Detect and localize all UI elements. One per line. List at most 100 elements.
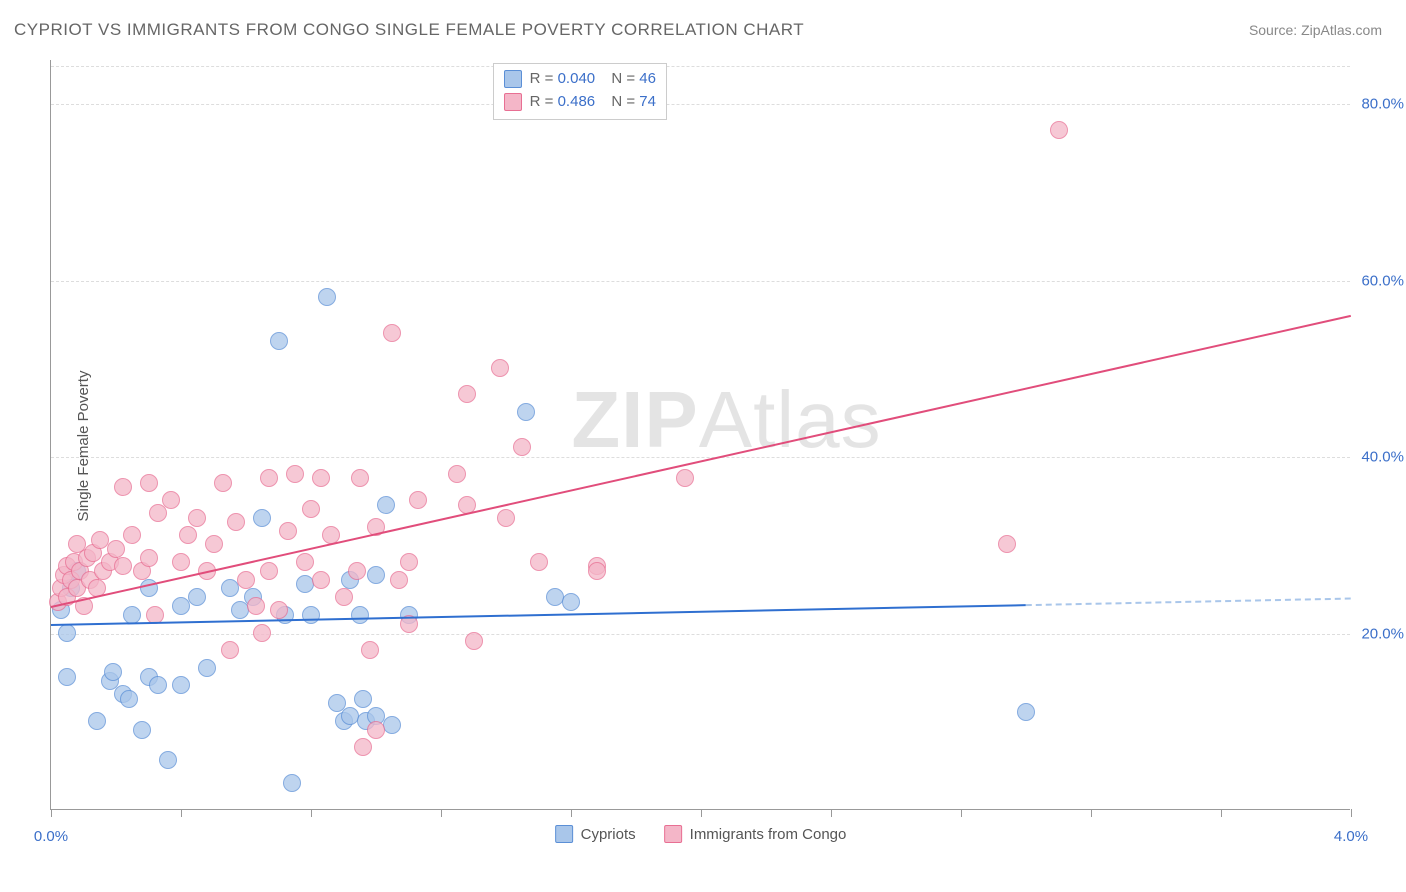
scatter-point [1017,703,1035,721]
scatter-point [400,553,418,571]
scatter-point [318,288,336,306]
scatter-point [162,491,180,509]
scatter-point [221,641,239,659]
watermark-bold: ZIP [571,375,698,464]
y-tick-label: 20.0% [1354,625,1404,642]
scatter-point [260,562,278,580]
scatter-point [377,496,395,514]
scatter-plot: ZIPAtlas 20.0%40.0%60.0%80.0%0.0%4.0%R =… [50,60,1350,810]
x-tick [831,809,832,817]
scatter-point [149,676,167,694]
scatter-point [188,509,206,527]
scatter-point [588,562,606,580]
scatter-point [270,332,288,350]
scatter-point [172,553,190,571]
scatter-point [497,509,515,527]
x-tick [311,809,312,817]
x-tick [441,809,442,817]
scatter-point [214,474,232,492]
watermark: ZIPAtlas [571,374,881,466]
source-prefix: Source: [1249,22,1301,38]
series-legend: Cypriots Immigrants from Congo [555,825,847,843]
scatter-point [123,526,141,544]
series-swatch [555,825,573,843]
scatter-point [283,774,301,792]
gridline [51,281,1350,282]
scatter-point [296,553,314,571]
x-tick [1351,809,1352,817]
scatter-point [361,641,379,659]
legend-item: Cypriots [555,825,636,843]
scatter-point [513,438,531,456]
x-tick [701,809,702,817]
scatter-point [351,606,369,624]
series-swatch [504,70,522,88]
scatter-point [179,526,197,544]
series-swatch [504,93,522,111]
source-credit: Source: ZipAtlas.com [1249,22,1382,38]
scatter-point [88,712,106,730]
scatter-point [188,588,206,606]
x-tick-label: 0.0% [34,828,68,845]
scatter-point [517,403,535,421]
stat-row: R = 0.486 N = 74 [504,91,656,114]
scatter-point [91,531,109,549]
scatter-point [279,522,297,540]
scatter-point [237,571,255,589]
scatter-point [546,588,564,606]
scatter-point [107,540,125,558]
chart-title: CYPRIOT VS IMMIGRANTS FROM CONGO SINGLE … [14,20,804,40]
scatter-point [221,579,239,597]
scatter-point [348,562,366,580]
scatter-point [367,566,385,584]
scatter-point [367,721,385,739]
legend-label: Cypriots [581,826,636,843]
legend-item: Immigrants from Congo [664,825,847,843]
scatter-point [247,597,265,615]
scatter-point [448,465,466,483]
source-link[interactable]: ZipAtlas.com [1301,22,1382,38]
scatter-point [172,597,190,615]
scatter-point [351,469,369,487]
y-tick-label: 80.0% [1354,96,1404,113]
scatter-point [253,509,271,527]
scatter-point [302,500,320,518]
stat-row: R = 0.040 N = 46 [504,68,656,91]
scatter-point [312,571,330,589]
scatter-point [341,707,359,725]
x-tick [961,809,962,817]
scatter-point [491,359,509,377]
scatter-point [253,624,271,642]
scatter-point [676,469,694,487]
scatter-point [1050,121,1068,139]
scatter-point [286,465,304,483]
watermark-rest: Atlas [699,375,882,464]
gridline [51,457,1350,458]
scatter-point [390,571,408,589]
y-tick-label: 60.0% [1354,272,1404,289]
scatter-point [458,385,476,403]
scatter-point [465,632,483,650]
scatter-point [302,606,320,624]
x-tick-label: 4.0% [1334,828,1368,845]
y-tick-label: 40.0% [1354,449,1404,466]
scatter-point [383,324,401,342]
scatter-point [120,690,138,708]
scatter-point [172,676,190,694]
scatter-point [562,593,580,611]
x-tick [1221,809,1222,817]
scatter-point [354,738,372,756]
scatter-point [354,690,372,708]
scatter-point [58,668,76,686]
scatter-point [335,588,353,606]
x-tick [51,809,52,817]
scatter-point [58,624,76,642]
series-swatch [664,825,682,843]
scatter-point [140,549,158,567]
trend-line [51,316,1351,607]
correlation-stat-box: R = 0.040 N = 46R = 0.486 N = 74 [493,63,667,120]
scatter-point [409,491,427,509]
scatter-point [312,469,330,487]
scatter-point [530,553,548,571]
scatter-point [133,721,151,739]
